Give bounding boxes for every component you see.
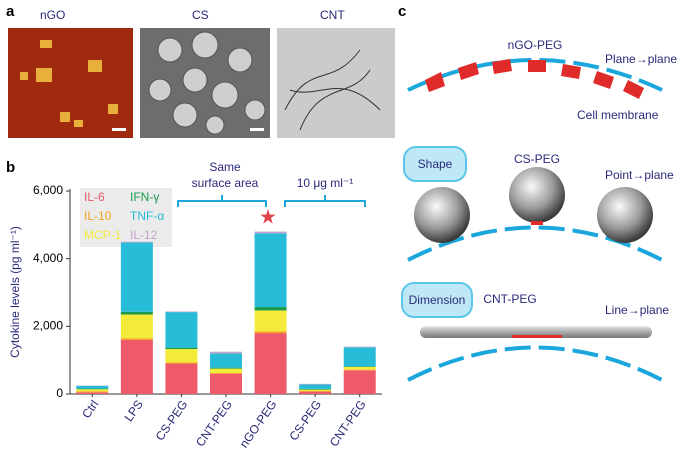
x-tick-label: CNT-PEG [193,398,235,450]
y-tick-label: 0 [56,386,63,400]
annotation: 10 μg ml⁻¹ [297,176,354,190]
bar-segment [165,312,197,348]
image-label: nGO [40,8,65,22]
label: nGO-PEG [508,38,563,52]
button-label: Shape [418,157,453,171]
panel-letter: b [6,159,15,176]
bar-segment [121,338,153,340]
bar-segment [255,331,287,333]
label: Plane→plane [605,52,677,66]
bar-segment [255,310,287,331]
contact [512,335,562,338]
bar-segment [344,366,376,367]
bar-segment [165,311,197,312]
panel-letter: a [6,3,15,20]
x-tick-label: nGO-PEG [237,398,280,451]
membrane [408,348,662,381]
bar-segment [210,369,242,373]
image-label: CNT [320,8,345,22]
annotation: Same [209,160,241,174]
image-label: CS [192,8,209,22]
afm-image [8,28,133,138]
bar-segment [344,370,376,371]
label: Cell membrane [577,108,659,122]
bar-segment [255,333,287,394]
legend-label: IL-12 [130,228,158,242]
y-tick-label: 4,000 [33,251,63,265]
bar-segment [210,374,242,394]
sphere [414,187,470,243]
y-axis-label: Cytokine levels (pg ml⁻¹) [8,226,22,358]
legend-label: IL-6 [84,190,105,204]
label: Point→plane [605,168,674,182]
bar-segment [344,367,376,370]
bar-segment [165,349,197,363]
bar-segment [210,352,242,354]
y-tick-label: 6,000 [33,183,63,197]
label: CNT-PEG [483,292,536,306]
bar-segment [344,370,376,394]
annotation: surface area [192,176,259,190]
bar-segment [299,389,331,390]
x-tick-label: LPS [121,398,145,425]
bar-segment [210,368,242,369]
x-tick-label: CS-PEG [153,398,191,444]
brackets [178,195,365,207]
bar-segment [121,312,153,315]
bar-segment [299,384,331,385]
bar-segment [210,373,242,374]
x-tick-label: CS-PEG [286,398,324,444]
bar-segment [121,242,153,311]
bar-segment [299,390,331,391]
bar-segment [165,363,197,364]
bar-segment [344,347,376,366]
bar-segment [121,314,153,338]
bar-segment [299,392,331,394]
bar-segment [344,347,376,348]
x-tick-label: CNT-PEG [327,398,369,450]
panel-letter: c [398,3,406,20]
sphere [509,167,565,223]
tem-image [277,28,395,138]
bar-segment [76,389,108,390]
legend-label: IL-10 [84,209,112,223]
bar-segment [255,232,287,234]
contact [531,221,543,225]
legend-label: MCP-1 [84,228,122,242]
bar-segment [299,385,331,389]
bar-segment [210,353,242,367]
star: ★ [259,206,277,228]
bar-segment [121,340,153,394]
bar-segment [165,348,197,349]
bar-segment [255,233,287,307]
label: CS-PEG [514,152,560,166]
x-tick-label: Ctrl [79,398,101,421]
bar-segment [255,307,287,310]
bar-segment [76,389,108,391]
bar-segment [165,364,197,394]
bar-segment [76,391,108,392]
bar-segment [76,392,108,394]
legend-label: IFN-γ [130,190,159,204]
bar-segment [299,391,331,392]
legend-label: TNF-α [130,209,164,223]
y-tick-label: 2,000 [33,319,63,333]
sphere [597,187,653,243]
button-label: Dimension [409,293,466,307]
bar-segment [76,386,108,389]
label: Line→plane [605,303,669,317]
